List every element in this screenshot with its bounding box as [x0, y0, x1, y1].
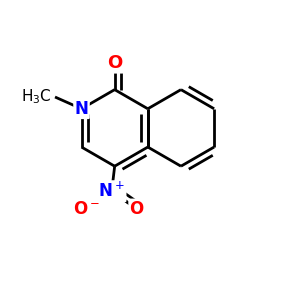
Text: H$_3$C: H$_3$C: [21, 88, 52, 106]
Text: O: O: [130, 200, 144, 218]
Text: N: N: [75, 100, 88, 118]
Text: O: O: [107, 54, 122, 72]
Text: N$^+$: N$^+$: [98, 182, 125, 201]
Text: O$^-$: O$^-$: [73, 200, 100, 218]
